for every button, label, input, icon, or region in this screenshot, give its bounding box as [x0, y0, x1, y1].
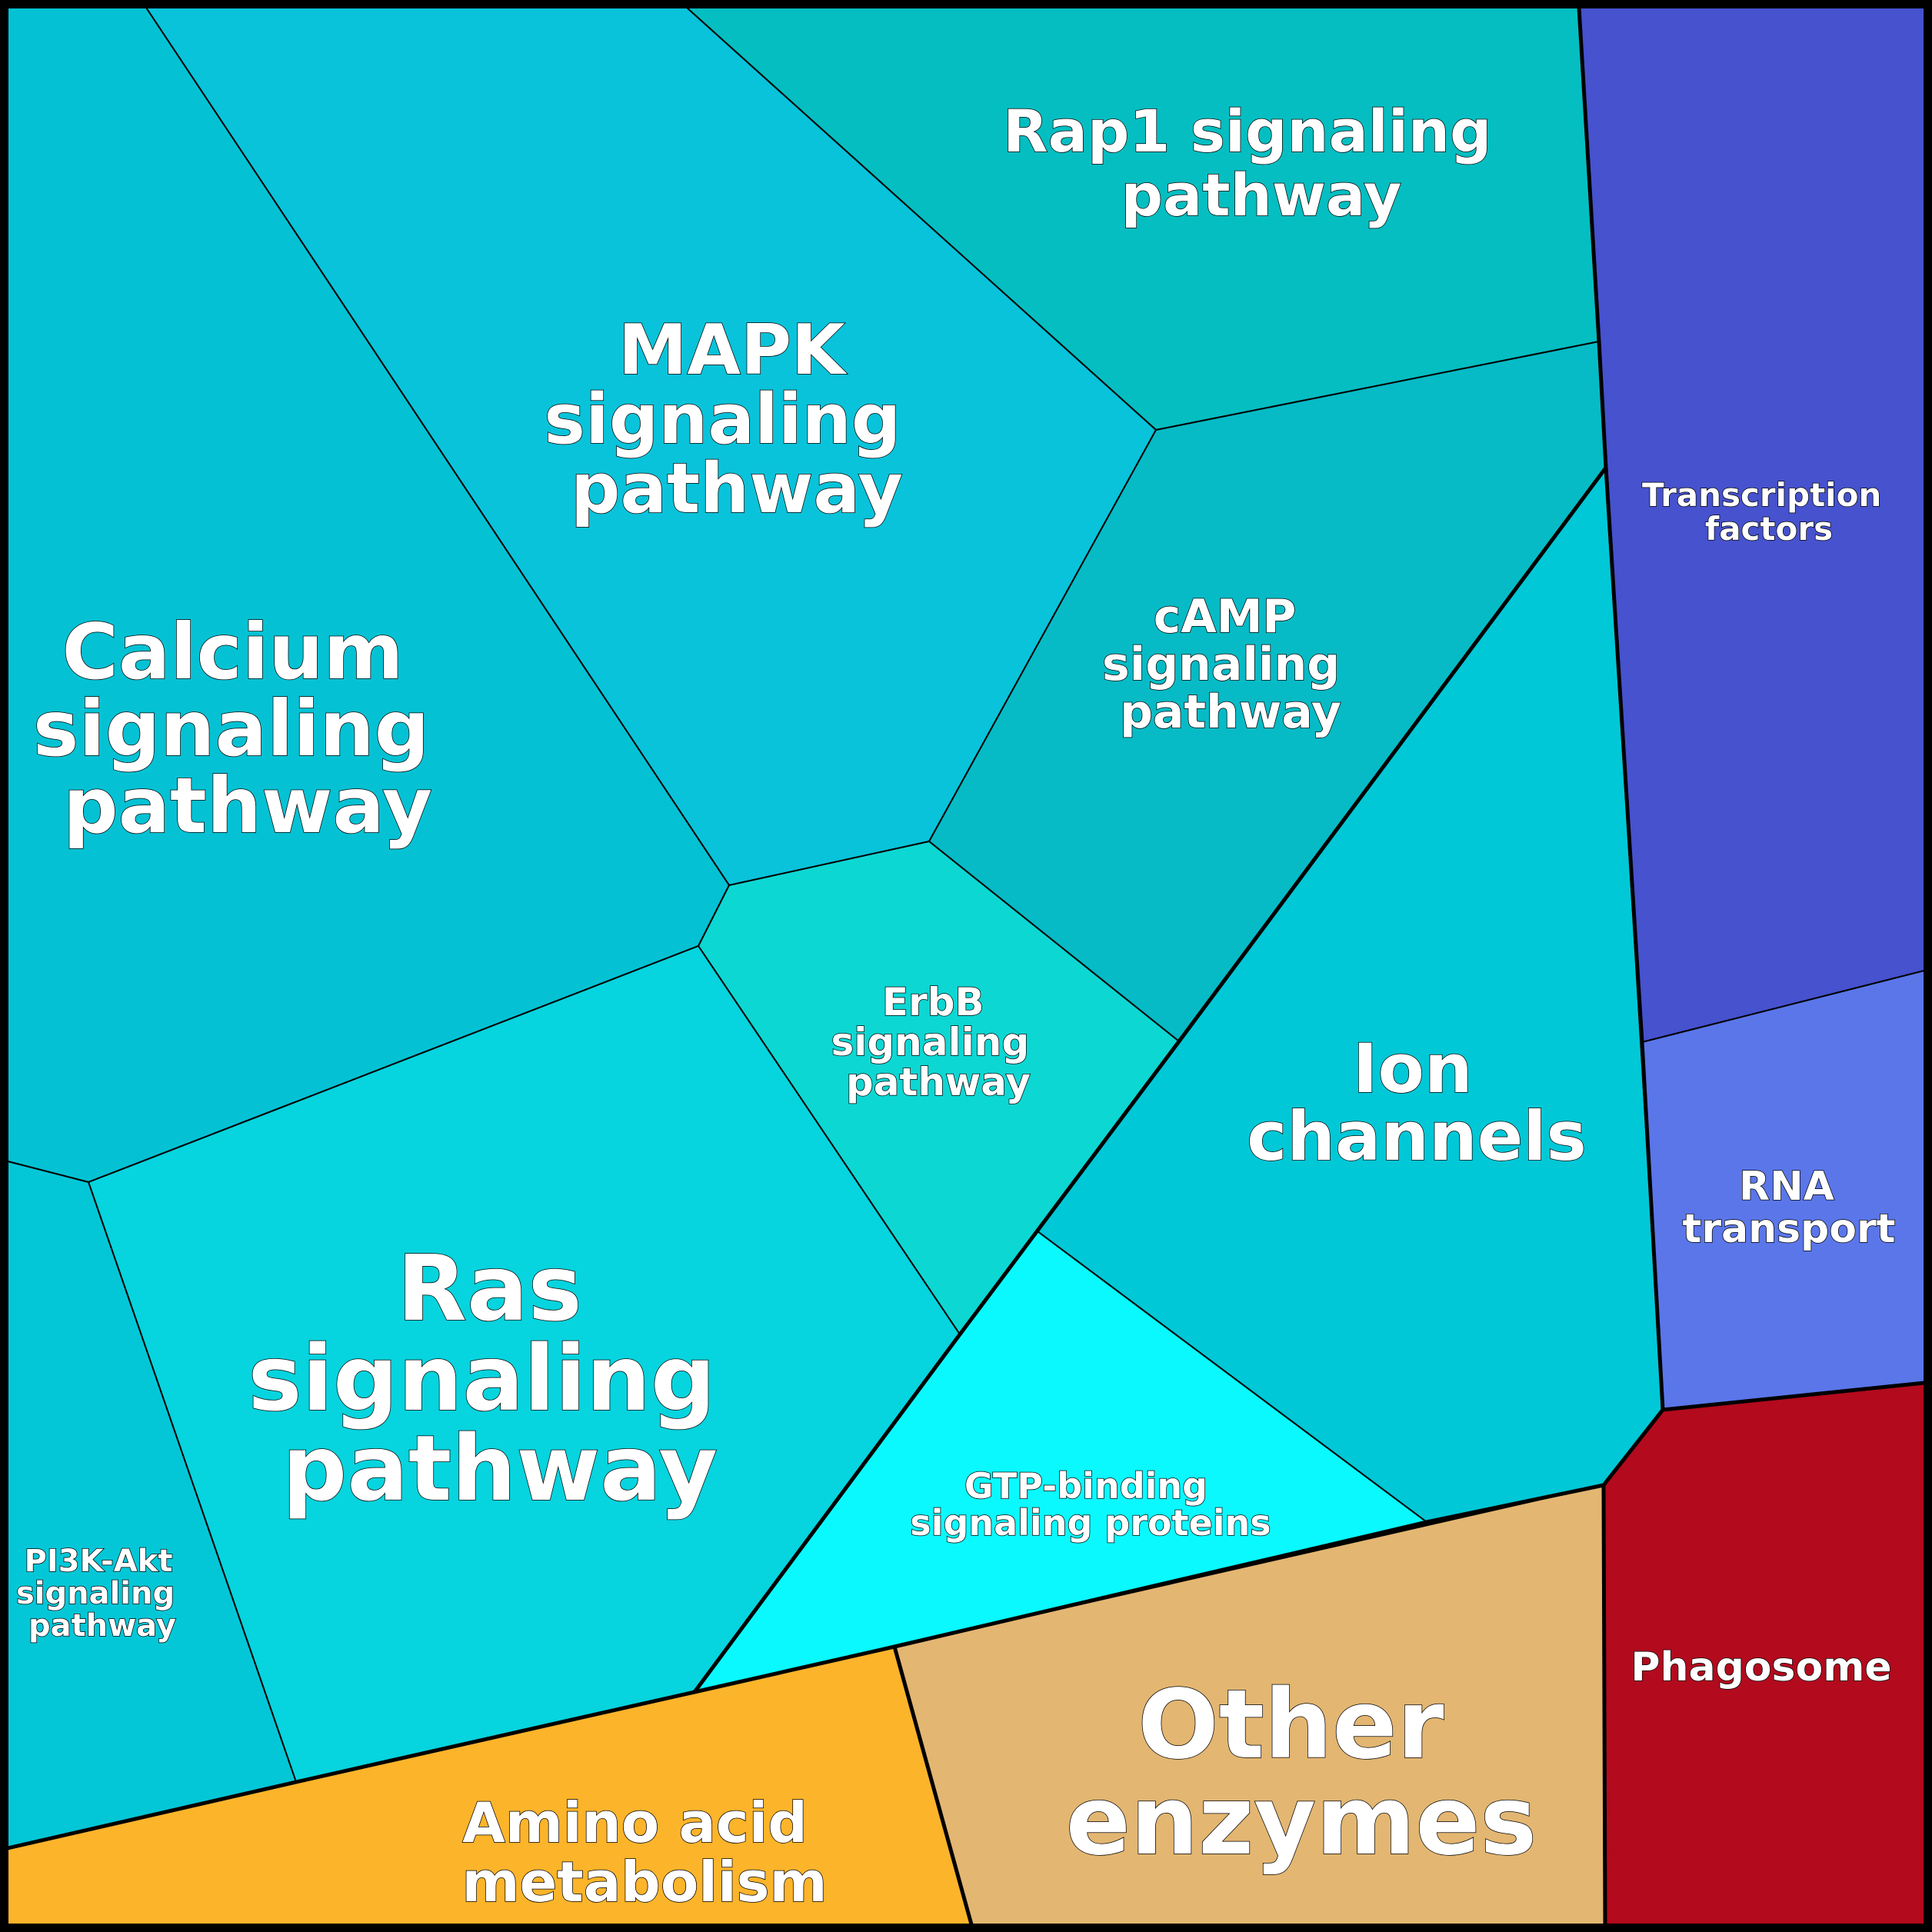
cell-other-enzymes-label: Other enzymes [1066, 1670, 1537, 1877]
cell-pi3k-label: PI3K-Akt signaling pathway [16, 1544, 185, 1644]
cell-phagosome[interactable]: Phagosome [1602, 1381, 1925, 1925]
cell-ras[interactable]: Ras signaling pathway [87, 944, 961, 1784]
cell-erbb[interactable]: ErbB signaling pathway [697, 840, 1181, 1336]
cell-rap1[interactable]: Rap1 signaling pathway [685, 7, 1601, 431]
cell-mapk-label: MAPK signaling pathway [544, 310, 924, 529]
cell-rna-label: RNA transport [1682, 1164, 1895, 1252]
cell-gtp-binding[interactable]: GTP-binding signaling proteins [692, 1230, 1429, 1694]
cell-other-enzymes[interactable]: Other enzymes [893, 1484, 1607, 1925]
group-boundaries [7, 7, 1925, 1925]
cell-calcium[interactable]: Calcium signaling pathway [7, 7, 731, 1184]
boundary-rna-vs-phagosome [1662, 1381, 1925, 1412]
cell-ion-label: Ion channels [1247, 1029, 1587, 1176]
cell-rna-transport[interactable]: RNA transport [1641, 969, 1925, 1411]
cell-camp-label: cAMP signaling pathway [1102, 590, 1356, 739]
cell-mapk[interactable]: MAPK signaling pathway [145, 7, 1158, 887]
cell-rap1-label: Rap1 signaling pathway [1003, 97, 1512, 229]
cell-calcium-label: Calcium signaling pathway [33, 607, 456, 851]
boundary-ion-gtp [692, 466, 1608, 1694]
cell-phagosome-label: Phagosome [1631, 1644, 1891, 1690]
cell-transcription-label: Transcription factors [1642, 476, 1893, 548]
cell-transcription-factors[interactable]: Transcription factors [1577, 7, 1925, 1044]
cell-ion-channels[interactable]: Ion channels [1036, 465, 1664, 1524]
cell-pi3k[interactable]: PI3K-Akt signaling pathway [7, 1160, 298, 1850]
cell-erbb-label: ErbB signaling pathway [831, 980, 1042, 1104]
cell-ras-label: Ras signaling pathway [248, 1235, 747, 1521]
cell-gtp-label: GTP-binding signaling proteins [910, 1465, 1271, 1544]
boundary-amino-vs-enzymes [892, 1646, 974, 1925]
cell-camp[interactable]: cAMP signaling pathway [928, 340, 1607, 1043]
cell-amino-label: Amino acid metabolism [461, 1790, 827, 1914]
boundary-metabolism [7, 1483, 1604, 1850]
